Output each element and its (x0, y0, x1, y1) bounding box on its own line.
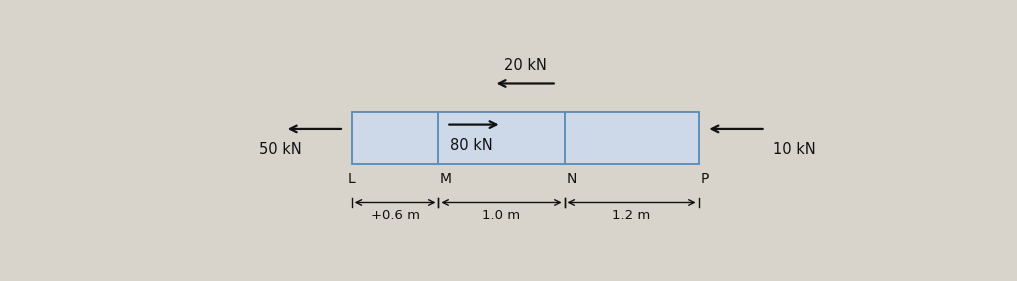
Text: 10 kN: 10 kN (774, 142, 817, 157)
Text: 1.0 m: 1.0 m (482, 209, 521, 222)
Text: 1.2 m: 1.2 m (612, 209, 651, 222)
Text: L: L (348, 172, 356, 186)
Text: P: P (701, 172, 709, 186)
Text: 20 kN: 20 kN (503, 58, 546, 73)
Text: N: N (566, 172, 577, 186)
Text: +0.6 m: +0.6 m (370, 209, 420, 222)
Bar (352, 112, 699, 164)
Text: M: M (440, 172, 452, 186)
Text: 80 kN: 80 kN (451, 138, 493, 153)
Text: 50 kN: 50 kN (259, 142, 302, 157)
